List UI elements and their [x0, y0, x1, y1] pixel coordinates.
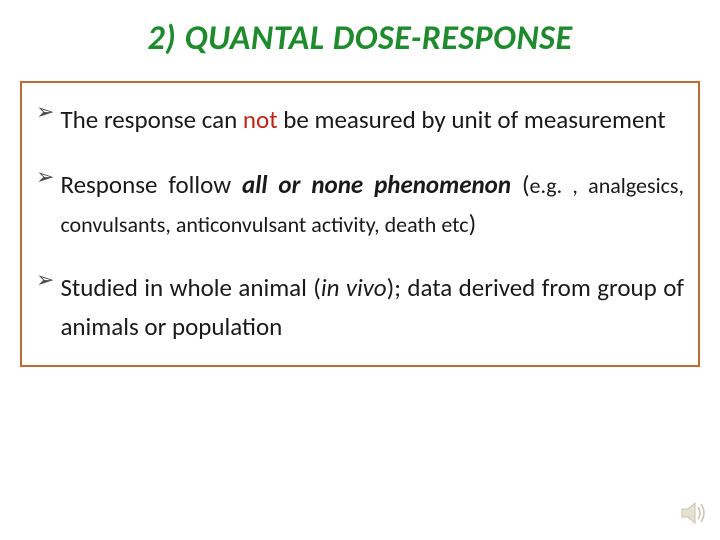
bullet-item: ➢ Response follow all or none phenomenon… — [36, 166, 684, 244]
text-emphasis-not: not — [243, 104, 278, 135]
text-span: The response can — [60, 104, 242, 135]
bullet-text: Response follow all or none phenomenon (… — [60, 166, 684, 244]
sound-icon — [680, 499, 710, 532]
text-span: ( — [511, 169, 530, 200]
text-span: Studied in whole animal ( — [60, 272, 320, 303]
slide: 2) QUANTAL DOSE-RESPONSE ➢ The response … — [0, 0, 720, 540]
text-bold-phenomenon: all or none phenomenon — [242, 169, 511, 200]
text-span: ) — [469, 208, 477, 239]
slide-title: 2) QUANTAL DOSE-RESPONSE — [20, 18, 700, 59]
text-span: Response follow — [60, 169, 242, 200]
bullet-marker-icon: ➢ — [36, 269, 54, 291]
bullet-item: ➢ Studied in whole animal (in vivo); dat… — [36, 269, 684, 347]
bullet-text: Studied in whole animal (in vivo); data … — [60, 269, 684, 347]
content-box: ➢ The response can not be measured by un… — [20, 81, 700, 367]
bullet-item: ➢ The response can not be measured by un… — [36, 101, 684, 140]
text-italic-invivo: in vivo — [321, 272, 387, 303]
text-span: be measured by unit of measurement — [278, 104, 666, 135]
bullet-marker-icon: ➢ — [36, 101, 54, 123]
bullet-marker-icon: ➢ — [36, 166, 54, 188]
bullet-text: The response can not be measured by unit… — [60, 101, 684, 140]
